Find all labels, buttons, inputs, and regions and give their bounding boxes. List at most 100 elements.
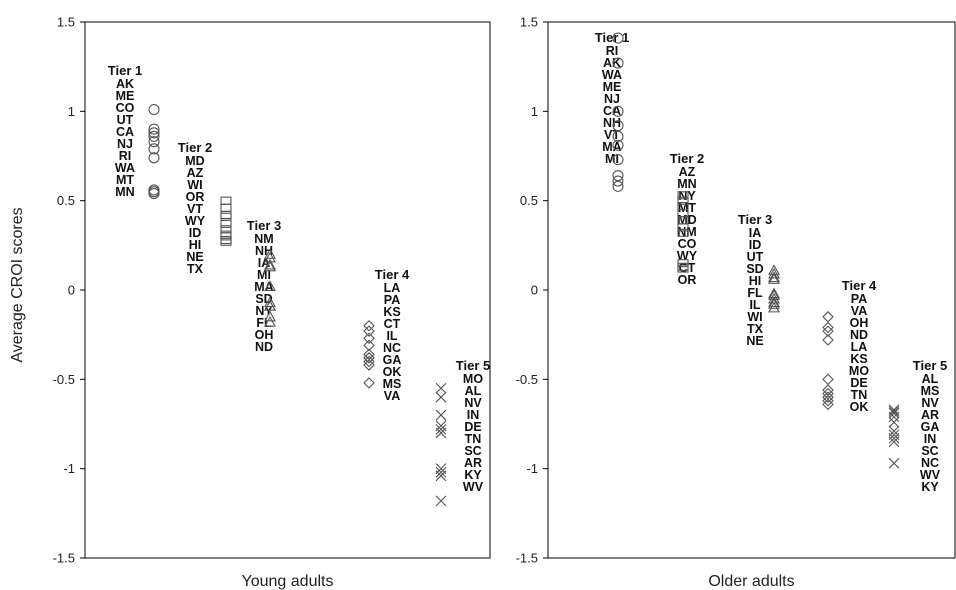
data-point-circle (148, 136, 160, 148)
data-point-diamond (363, 332, 375, 345)
data-point-triangle (768, 267, 780, 279)
state-label: NY (678, 189, 696, 203)
state-label: HI (749, 274, 762, 288)
tier-title: Tier 2 (670, 151, 704, 166)
tier-title: Tier 1 (108, 63, 142, 78)
y-tick-label: -0.5 (53, 372, 75, 387)
state-label: WI (187, 178, 202, 192)
y-tick-label: -1.5 (53, 551, 75, 566)
data-point-circle (148, 143, 160, 155)
state-label: AK (603, 56, 621, 70)
state-label: AL (922, 372, 939, 386)
data-point-x (435, 427, 447, 439)
state-label: AR (921, 408, 939, 422)
data-point-x (435, 409, 447, 421)
state-label: ME (116, 89, 135, 103)
state-label: HI (189, 238, 202, 252)
data-point-diamond (822, 311, 834, 323)
data-point-diamond (822, 373, 834, 386)
data-point-x (888, 406, 900, 417)
state-label: OK (383, 365, 402, 379)
data-point-square (220, 230, 232, 239)
data-point-square (677, 191, 689, 200)
data-point-square (220, 196, 232, 205)
data-point-square (677, 223, 689, 232)
data-point-circle (148, 130, 160, 142)
state-label: WV (463, 480, 484, 494)
tier-title: Tier 4 (375, 267, 410, 282)
data-point-triangle (264, 299, 276, 311)
data-point-circle (148, 152, 160, 164)
x-axis-title: Older adults (708, 573, 794, 590)
data-point-circle (148, 187, 160, 200)
state-label: NE (186, 250, 203, 264)
data-point-square (220, 212, 232, 221)
data-point-square (220, 225, 232, 234)
state-label: SD (255, 292, 272, 306)
data-point-x (888, 407, 900, 419)
state-label: KS (850, 352, 867, 366)
state-label: VA (384, 389, 400, 403)
data-point-diamond (822, 321, 834, 334)
data-point-diamond (363, 377, 375, 389)
data-point-circle (148, 123, 160, 135)
state-label: RI (606, 44, 619, 58)
state-label: NM (677, 225, 696, 239)
y-tick-label: -1 (63, 461, 75, 476)
state-label: FL (747, 286, 763, 300)
state-label: KS (383, 305, 400, 319)
data-point-square (220, 237, 232, 246)
state-label: SD (746, 262, 763, 276)
data-point-circle (612, 154, 624, 166)
data-point-diamond (363, 325, 375, 337)
state-label: OK (850, 400, 869, 414)
data-point-triangle (264, 280, 276, 291)
plot-frame (84, 21, 491, 559)
state-label: AK (116, 77, 134, 91)
data-point-x (435, 382, 447, 394)
state-label: ND (850, 328, 868, 342)
state-label: OR (186, 190, 205, 204)
state-label: ID (189, 226, 202, 240)
data-point-diamond (822, 398, 834, 411)
data-point-triangle (264, 248, 276, 259)
state-label: IN (924, 432, 937, 446)
state-label: CT (679, 261, 696, 275)
data-point-triangle (768, 273, 780, 284)
state-label: UT (117, 113, 134, 127)
state-label: OR (678, 273, 697, 287)
state-label: WV (920, 468, 941, 482)
state-label: KY (921, 480, 939, 494)
data-point-x (888, 432, 900, 444)
state-label: NV (464, 396, 482, 410)
state-label: AZ (187, 166, 204, 180)
state-label: MT (116, 173, 134, 187)
data-point-x (888, 416, 900, 428)
data-point-x (435, 423, 447, 435)
data-point-triangle (768, 298, 780, 309)
state-label: MN (677, 177, 696, 191)
data-point-diamond (363, 339, 375, 352)
young-adults-panel: 1.5 1 0.5 0 -0.5 -1 -1.5 Young adults Tier 1AKME… (53, 15, 491, 590)
older-adults-panel: 1.5 1 0.5 0 -0.5 -1 -1.5 Older adults Tier 1RIAK… (516, 15, 956, 590)
state-label: CO (116, 101, 135, 115)
data-point-triangle (768, 301, 780, 313)
tier-title: Tier 1 (595, 30, 629, 45)
data-point-x (888, 457, 900, 469)
state-label: LA (851, 340, 868, 354)
state-label: GA (921, 420, 940, 434)
y-tick-label: 0.5 (57, 193, 75, 208)
state-label: DE (850, 376, 867, 390)
data-point-diamond (363, 355, 375, 368)
state-label: NC (383, 341, 401, 355)
data-point-circle (612, 57, 624, 69)
y-tick-label: -1 (526, 461, 538, 476)
state-label: CA (603, 104, 621, 118)
data-point-x (435, 470, 447, 482)
data-point-circle (148, 103, 160, 116)
